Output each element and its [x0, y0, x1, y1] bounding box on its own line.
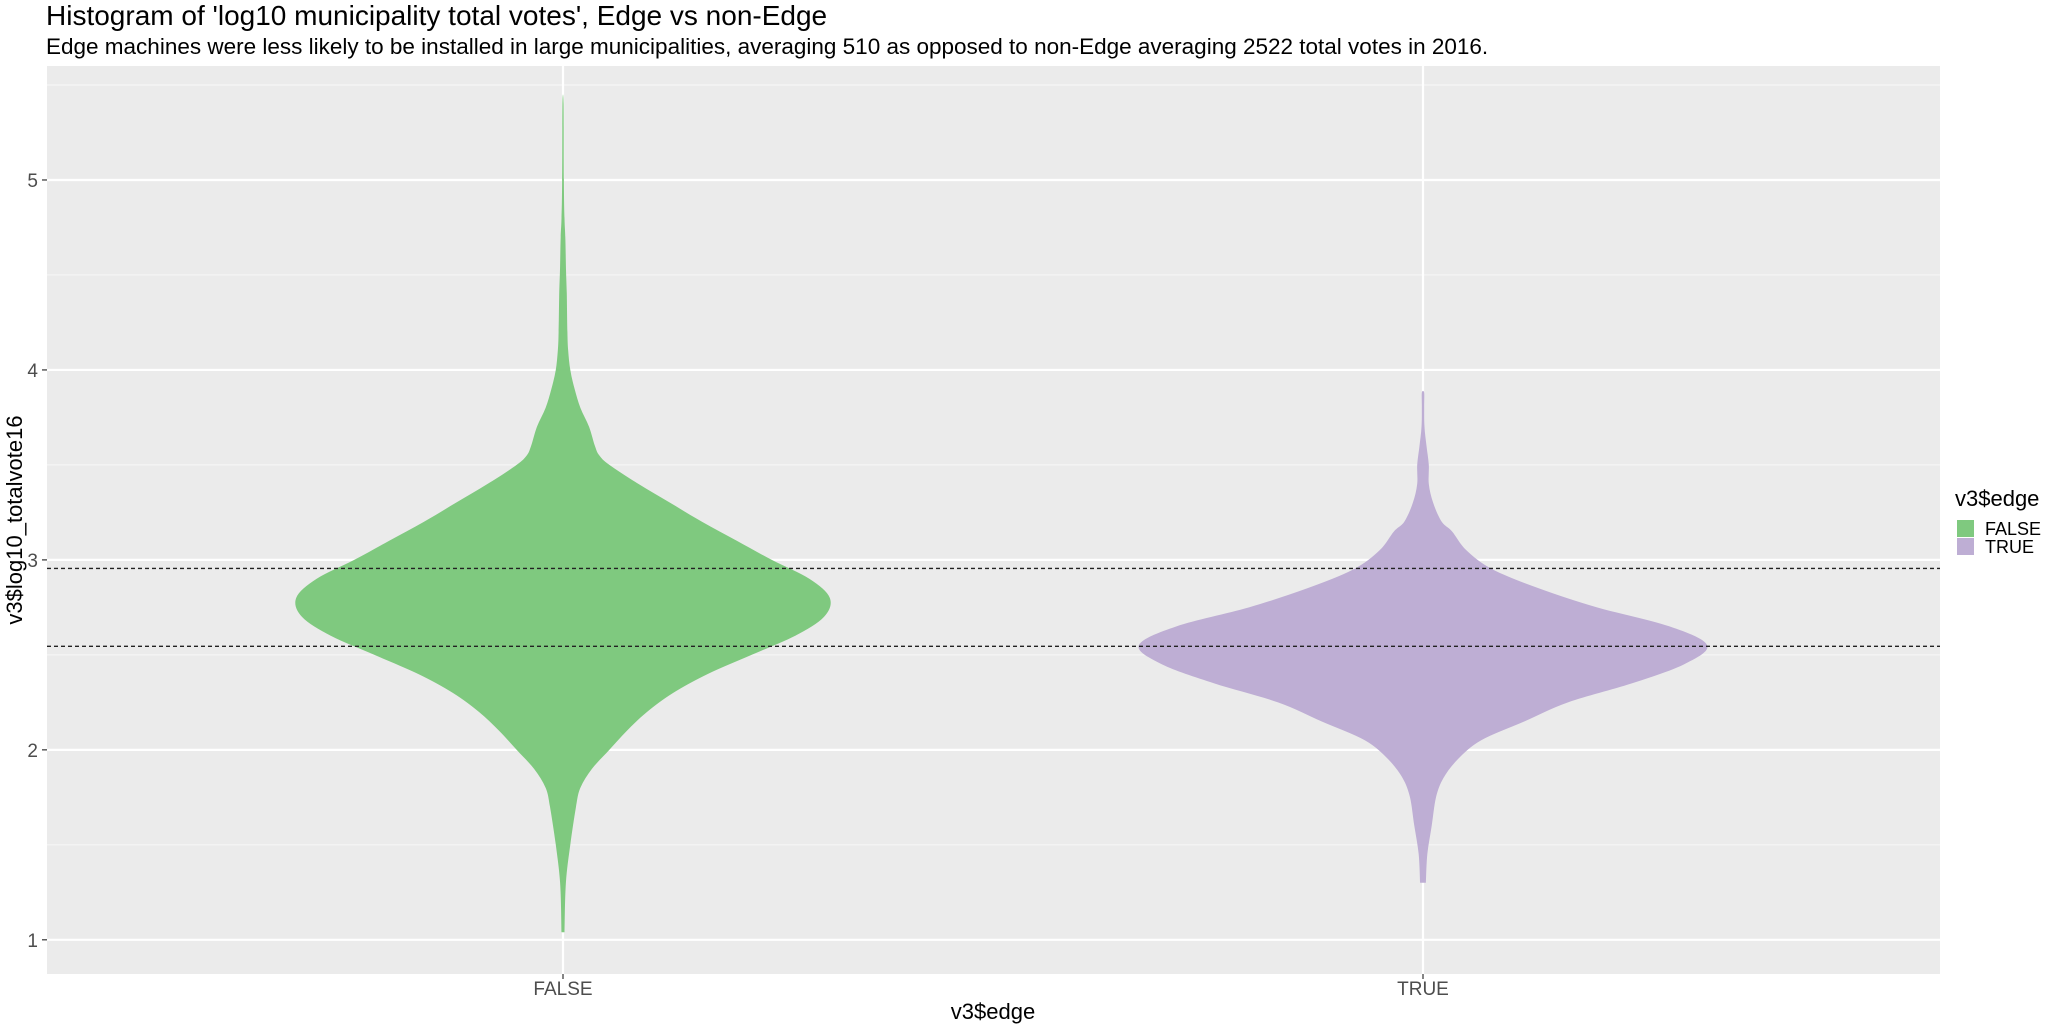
y-tick-label: 1	[27, 931, 38, 952]
legend-key-false	[1957, 520, 1974, 537]
violin-false	[295, 94, 831, 933]
reference-lines	[47, 567, 1940, 647]
y-tick-label: 5	[27, 171, 38, 192]
y-axis: 1 2 3 4 5	[27, 171, 47, 952]
y-axis-title: v3$log10_totalvote16	[2, 415, 27, 624]
y-tick-label: 4	[27, 361, 38, 382]
violin-true	[1138, 390, 1708, 883]
x-axis-title: v3$edge	[951, 999, 1035, 1024]
x-tick-label: TRUE	[1397, 979, 1449, 1000]
legend-key-true	[1957, 538, 1974, 555]
violins	[295, 94, 1708, 933]
legend-title: v3$edge	[1955, 486, 2039, 511]
y-tick-label: 2	[27, 741, 38, 762]
y-tick-label: 3	[27, 551, 38, 572]
x-tick-label: FALSE	[533, 979, 592, 1000]
chart-subtitle: Edge machines were less likely to be ins…	[46, 34, 1489, 59]
chart-title: Histogram of 'log10 municipality total v…	[46, 0, 828, 31]
legend-label-false: FALSE	[1985, 519, 2041, 539]
x-axis: FALSE TRUE	[533, 974, 1449, 1000]
plot-panel	[47, 66, 1940, 974]
legend-label-true: TRUE	[1985, 537, 2034, 557]
